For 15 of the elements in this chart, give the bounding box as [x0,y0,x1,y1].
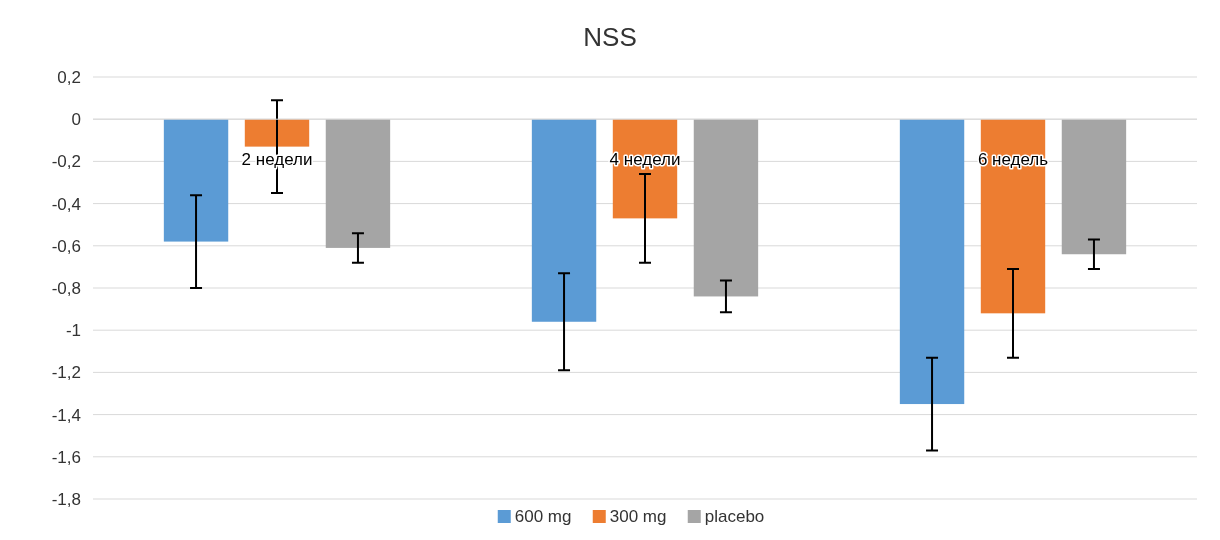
y-tick-label: -0,4 [51,194,81,214]
y-tick-label: -1,2 [51,363,81,383]
legend-label: placebo [704,507,765,526]
y-tick-label: 0 [71,110,81,130]
legend-label: 600 mg [514,507,572,526]
y-tick-label: -1 [65,321,81,341]
y-tick-label: -0,6 [51,236,81,256]
legend-label: 300 mg [609,507,667,526]
y-tick-label: -1,8 [51,489,81,509]
chart-title: NSS [583,22,637,52]
y-tick-label: 0,2 [57,67,81,87]
y-tick-label: -0,8 [51,278,81,298]
y-tick-label: -0,2 [51,152,81,172]
y-tick-label: -1,4 [51,405,81,425]
y-tick-label: -1,6 [51,447,81,467]
